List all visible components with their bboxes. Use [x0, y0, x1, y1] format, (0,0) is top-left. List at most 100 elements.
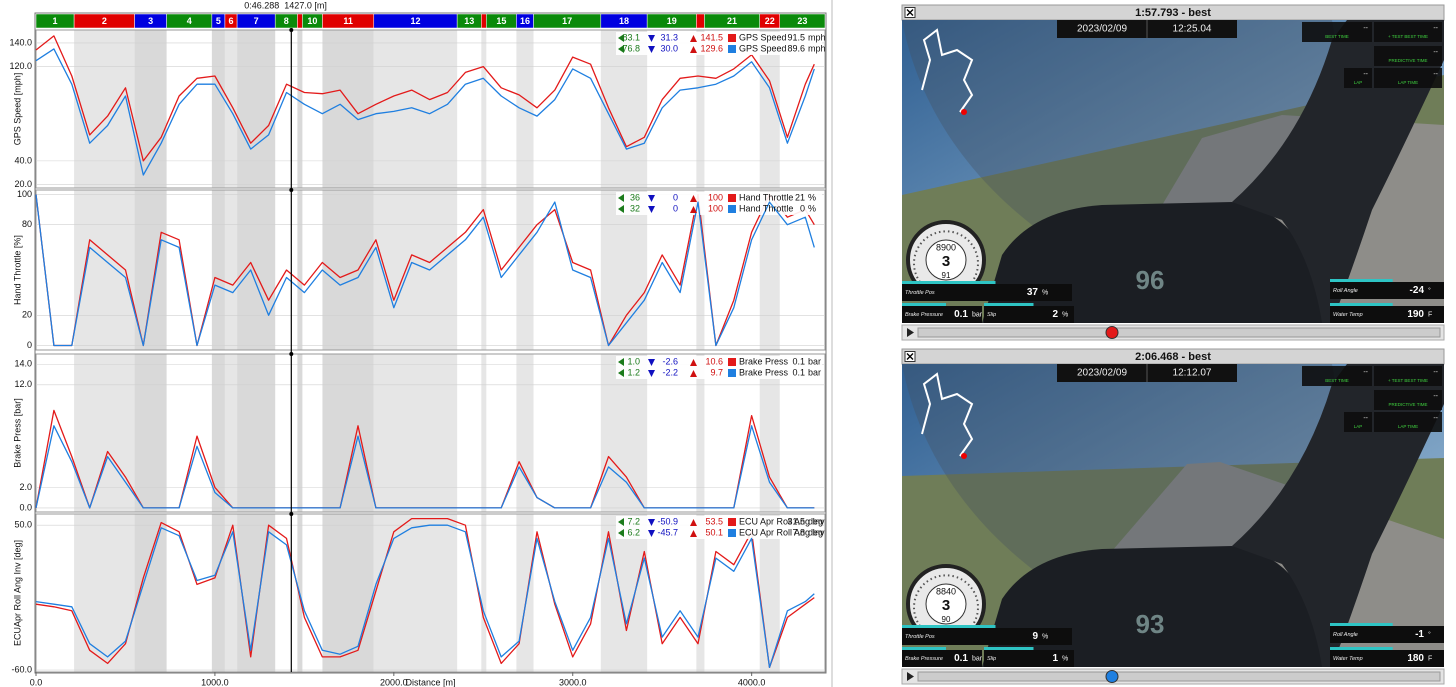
water-unit: F	[1428, 655, 1432, 662]
down-icon	[648, 530, 655, 537]
up-icon	[690, 35, 697, 42]
throttle-accent	[902, 281, 996, 284]
windscreen	[902, 20, 1337, 225]
legend-name: ECU Apr Roll Ang Inv	[739, 516, 825, 526]
legend-stat: 53.5	[705, 516, 723, 526]
hud-box	[1374, 46, 1442, 66]
corner-shade	[297, 354, 303, 512]
corner-shade	[297, 30, 303, 188]
y-tick-label: 0	[27, 340, 32, 350]
segment-label: 19	[667, 16, 677, 26]
seek-handle[interactable]	[1105, 670, 1119, 683]
y-tick-label: 100	[17, 189, 32, 199]
corner-shade	[481, 190, 487, 350]
seek-track[interactable]	[917, 327, 1441, 338]
hud-value: --	[1433, 415, 1438, 422]
segment-label: 6	[229, 16, 234, 26]
roll-box	[1330, 626, 1444, 643]
hud-value: --	[1433, 25, 1438, 32]
legend-box	[616, 356, 822, 379]
play-button[interactable]	[907, 672, 914, 681]
gear: 3	[942, 597, 950, 614]
corner-shade	[211, 190, 225, 350]
min-icon	[618, 358, 624, 366]
legend-stat: 7.2	[627, 516, 640, 526]
legend-stat: 31.3	[660, 32, 678, 42]
segment[interactable]	[779, 13, 826, 29]
fairing-side	[1232, 364, 1444, 667]
segment-label: 12	[410, 16, 420, 26]
legend-unit: bar	[808, 367, 821, 377]
legend-swatch	[728, 358, 736, 366]
hud-date: 2023/02/09	[1077, 24, 1127, 35]
seek-track[interactable]	[917, 671, 1441, 682]
cursor-knob	[289, 188, 294, 192]
segment[interactable]	[696, 13, 705, 29]
video-panel: 2:06.468 - best 2023/02/09 12:12.07 -- BEST …	[901, 348, 1445, 685]
corner-shade	[134, 30, 167, 188]
segment-label: 13	[464, 16, 474, 26]
up-icon	[690, 46, 697, 53]
play-button[interactable]	[907, 328, 914, 337]
throttle-label: Throttle Pos	[905, 290, 935, 296]
legend-swatch	[728, 529, 736, 537]
windscreen	[902, 364, 1337, 569]
legend-swatch	[728, 45, 736, 53]
trace	[35, 193, 815, 347]
throttle-box	[902, 628, 1072, 645]
min-icon	[618, 529, 624, 537]
legend-unit: bar	[808, 356, 821, 366]
corner-shade	[322, 190, 374, 350]
slip-label: Slip	[987, 312, 996, 318]
legend-stat: 0	[673, 192, 678, 202]
legend-stat: 83.1	[622, 32, 640, 42]
hud-box	[1374, 68, 1442, 88]
water-box	[1330, 650, 1444, 667]
brake-unit: bar	[972, 311, 983, 318]
rpm: 8900	[936, 242, 956, 252]
roll-unit: °	[1428, 286, 1431, 294]
legend-name: Brake Press	[739, 356, 789, 366]
hud-label: BEST TIME	[1325, 378, 1349, 383]
up-icon	[690, 519, 697, 526]
water-label: Water Temp	[1333, 312, 1363, 318]
y-axis-title: Brake Press [bar]	[12, 398, 22, 468]
legend-name: ECU Apr Roll Ang Inv	[739, 527, 825, 537]
throttle-unit: %	[1042, 289, 1048, 296]
corner-shade	[224, 190, 238, 350]
dash-speed: 93	[1136, 609, 1165, 639]
corner-shade	[481, 30, 487, 188]
slip-label: Slip	[987, 656, 996, 662]
y-tick-label: 20.0	[14, 179, 32, 189]
legend-stat: 76.8	[622, 43, 640, 53]
legend-stat: 6.2	[627, 527, 640, 537]
corner-shade	[481, 514, 487, 672]
video-frame: 2023/02/09 12:25.04 -- BEST TIME -- + TEST BE…	[902, 20, 1444, 323]
hud-label: BEST TIME	[1325, 34, 1349, 39]
slip-unit: %	[1062, 655, 1068, 662]
roll-accent	[1330, 279, 1393, 282]
hud-label: LAP TIME	[1398, 424, 1418, 429]
hud-label: + TEST BEST TIME	[1388, 378, 1428, 383]
segment[interactable]	[297, 13, 303, 29]
trace	[35, 35, 815, 162]
segment[interactable]	[481, 13, 487, 29]
y-tick-label: -60.0	[11, 664, 32, 674]
brake-value: 0.1	[954, 653, 968, 664]
segment-label: 15	[496, 16, 506, 26]
hud-box	[1302, 366, 1372, 386]
y-tick-label: 80	[22, 219, 32, 229]
roll-label: Roll Angle	[1333, 632, 1358, 638]
hud-date: 2023/02/09	[1077, 368, 1127, 379]
corner-shade	[696, 514, 705, 672]
corner-shade	[373, 354, 458, 512]
seek-handle[interactable]	[1105, 326, 1119, 339]
fairing-side	[1232, 20, 1444, 323]
trace	[35, 425, 815, 509]
slip-value: 1	[1052, 653, 1058, 664]
water-value: 180	[1407, 653, 1424, 664]
hud-box	[1374, 412, 1442, 432]
legend-value: 7.8	[792, 527, 805, 537]
